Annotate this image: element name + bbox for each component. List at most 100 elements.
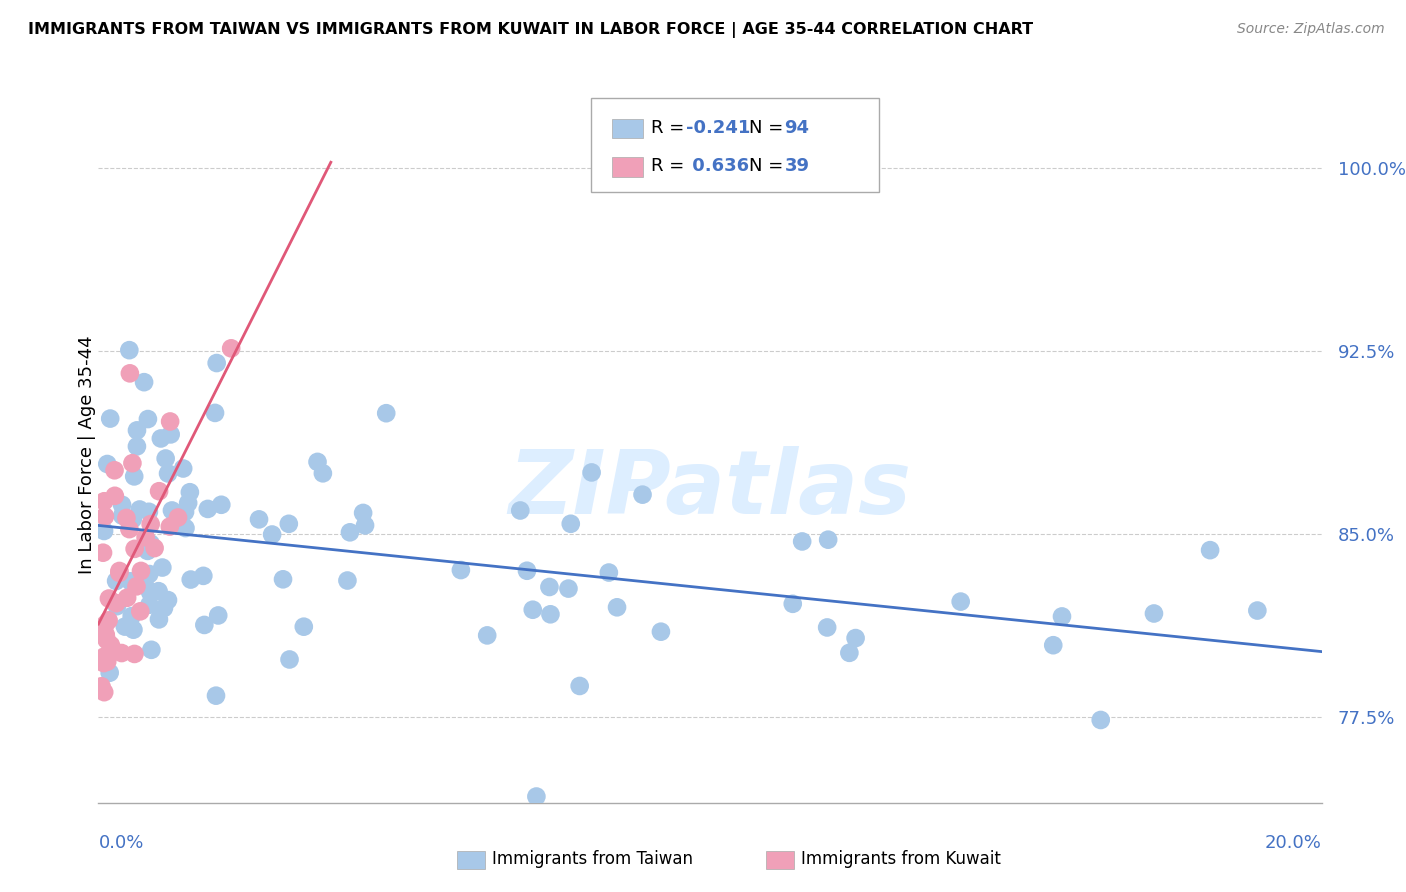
Point [136,544,159,558]
Point [581,466,603,480]
Point [104,489,127,503]
Point [97,591,120,606]
Point [128,502,150,516]
Point [792,534,814,549]
Point [207,608,229,623]
Point [105,574,128,588]
Text: 0.0%: 0.0% [98,834,143,852]
Point [139,517,162,532]
Point [129,604,152,618]
Point [247,512,270,526]
Point [262,527,284,541]
Text: R =: R = [651,157,690,175]
Point [307,455,329,469]
Point [209,498,232,512]
Point [155,451,177,466]
Point [118,367,141,381]
Point [197,502,219,516]
Point [108,564,131,578]
Point [96,632,118,647]
Point [312,467,335,481]
Point [159,519,181,533]
Text: IMMIGRANTS FROM TAIWAN VS IMMIGRANTS FROM KUWAIT IN LABOR FORCE | AGE 35-44 CORR: IMMIGRANTS FROM TAIWAN VS IMMIGRANTS FRO… [28,22,1033,38]
Point [134,578,156,592]
Point [93,494,115,508]
Point [271,572,294,586]
Point [336,574,359,588]
Point [606,600,628,615]
Point [100,638,122,652]
Point [153,601,176,615]
Point [121,512,143,526]
Point [949,594,972,608]
Point [120,574,142,589]
Point [138,505,160,519]
Point [105,599,128,614]
Point [96,655,118,669]
Text: Immigrants from Kuwait: Immigrants from Kuwait [801,850,1001,868]
Point [94,631,117,645]
Point [93,685,115,699]
Point [1246,603,1268,617]
Point [125,423,148,437]
Point [93,524,115,538]
Point [219,342,242,356]
Point [138,598,160,612]
Point [845,631,868,645]
Point [1199,543,1222,558]
Point [111,508,134,523]
Point [94,628,117,642]
Point [118,343,141,358]
Y-axis label: In Labor Force | Age 35-44: In Labor Force | Age 35-44 [79,335,96,574]
Point [115,591,138,605]
Point [172,461,194,475]
Point [509,503,531,517]
Text: 94: 94 [785,119,810,136]
Point [650,624,672,639]
Point [560,516,582,531]
Point [124,541,146,556]
Point [135,530,157,544]
Point [180,573,202,587]
Point [156,593,179,607]
Text: R =: R = [651,119,690,136]
Point [93,649,115,664]
Point [1042,638,1064,652]
Point [477,628,499,642]
Point [782,597,804,611]
Point [516,564,538,578]
Point [90,679,112,693]
Point [118,522,141,536]
Point [121,609,143,624]
Point [179,485,201,500]
Point [204,406,226,420]
Point [148,612,170,626]
Point [631,488,654,502]
Point [122,623,145,637]
Text: 20.0%: 20.0% [1265,834,1322,852]
Point [815,620,838,634]
Point [138,567,160,582]
Point [339,525,361,540]
Point [111,646,134,660]
Point [352,506,374,520]
Point [1143,607,1166,621]
Point [115,511,138,525]
Point [159,427,181,442]
Point [125,439,148,453]
Point [111,498,134,512]
Point [139,536,162,550]
Text: ZIPatlas: ZIPatlas [509,446,911,533]
Point [538,607,561,622]
Text: Immigrants from Taiwan: Immigrants from Taiwan [492,850,693,868]
Point [354,518,377,533]
Point [91,546,114,560]
Point [277,516,299,531]
Point [838,646,860,660]
Point [278,652,301,666]
Point [132,375,155,389]
Point [121,456,143,470]
Point [94,509,117,524]
Text: N =: N = [749,157,789,175]
Point [1050,609,1073,624]
